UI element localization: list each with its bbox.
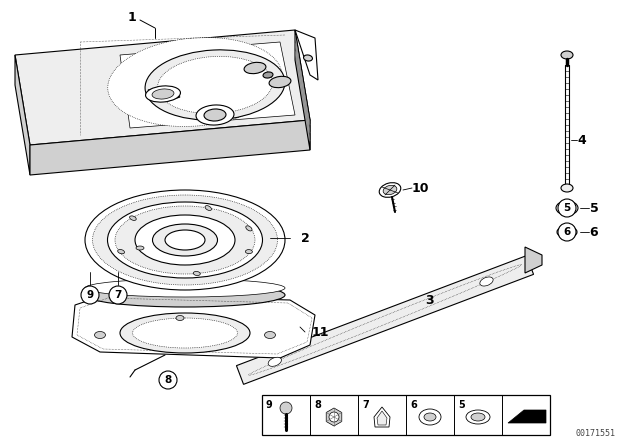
Ellipse shape [95,332,106,339]
Ellipse shape [264,332,275,339]
Ellipse shape [419,409,441,425]
Ellipse shape [165,230,205,250]
Polygon shape [374,407,390,427]
Ellipse shape [157,56,273,114]
Text: 6: 6 [563,227,571,237]
Text: 5: 5 [589,202,598,215]
Ellipse shape [136,246,144,250]
Circle shape [159,371,177,389]
Ellipse shape [118,250,125,254]
Circle shape [329,412,339,422]
Text: 9: 9 [266,400,273,410]
Ellipse shape [269,76,291,88]
Ellipse shape [268,357,282,366]
Text: 11: 11 [311,326,329,339]
Text: 2: 2 [301,232,309,245]
Polygon shape [295,30,310,150]
Circle shape [81,286,99,304]
Ellipse shape [246,226,252,231]
Polygon shape [72,295,315,358]
Text: 7: 7 [115,290,122,300]
Polygon shape [236,256,534,384]
Ellipse shape [152,89,174,99]
Ellipse shape [93,195,278,285]
Text: 6: 6 [410,400,417,410]
Text: 1: 1 [127,10,136,23]
Ellipse shape [85,279,285,297]
Text: 5: 5 [563,203,571,213]
Text: 00171551: 00171551 [575,429,615,438]
Ellipse shape [480,277,493,286]
Text: 9: 9 [86,290,93,300]
Ellipse shape [176,315,184,320]
Ellipse shape [561,184,573,192]
Ellipse shape [245,250,252,254]
Ellipse shape [85,283,285,307]
Ellipse shape [120,313,250,353]
Ellipse shape [135,215,235,265]
Text: 6: 6 [589,225,598,238]
Ellipse shape [471,413,485,421]
Ellipse shape [108,202,262,278]
Polygon shape [148,87,180,101]
Ellipse shape [132,318,237,348]
Ellipse shape [557,226,577,238]
Text: 8: 8 [314,400,321,410]
Ellipse shape [205,206,211,211]
Text: 5: 5 [458,400,465,410]
Ellipse shape [424,413,436,421]
Ellipse shape [193,271,200,276]
Text: 8: 8 [164,375,172,385]
Polygon shape [525,247,542,273]
Circle shape [109,286,127,304]
Polygon shape [295,30,318,80]
Ellipse shape [115,206,255,274]
Ellipse shape [383,185,397,195]
Ellipse shape [196,105,234,125]
Ellipse shape [108,38,282,126]
Polygon shape [377,411,387,425]
Text: 10: 10 [412,181,429,194]
Ellipse shape [129,216,136,220]
Circle shape [280,402,292,414]
Ellipse shape [466,410,490,424]
Text: 3: 3 [426,293,435,306]
Ellipse shape [380,183,401,197]
Ellipse shape [263,72,273,78]
Polygon shape [326,408,342,426]
Ellipse shape [145,86,180,102]
Polygon shape [15,30,310,145]
Polygon shape [30,120,310,175]
Ellipse shape [561,51,573,59]
Circle shape [558,223,576,241]
Bar [262,395,550,435]
Ellipse shape [85,190,285,290]
Text: 4: 4 [578,134,586,146]
Ellipse shape [145,50,285,120]
Ellipse shape [244,62,266,73]
Ellipse shape [303,55,312,61]
Polygon shape [15,55,30,175]
Ellipse shape [561,204,573,212]
Circle shape [558,199,576,217]
Ellipse shape [152,224,218,256]
Polygon shape [120,42,295,128]
Polygon shape [508,410,546,423]
Text: 7: 7 [362,400,369,410]
Ellipse shape [556,201,578,215]
Ellipse shape [562,229,572,235]
Ellipse shape [204,109,226,121]
